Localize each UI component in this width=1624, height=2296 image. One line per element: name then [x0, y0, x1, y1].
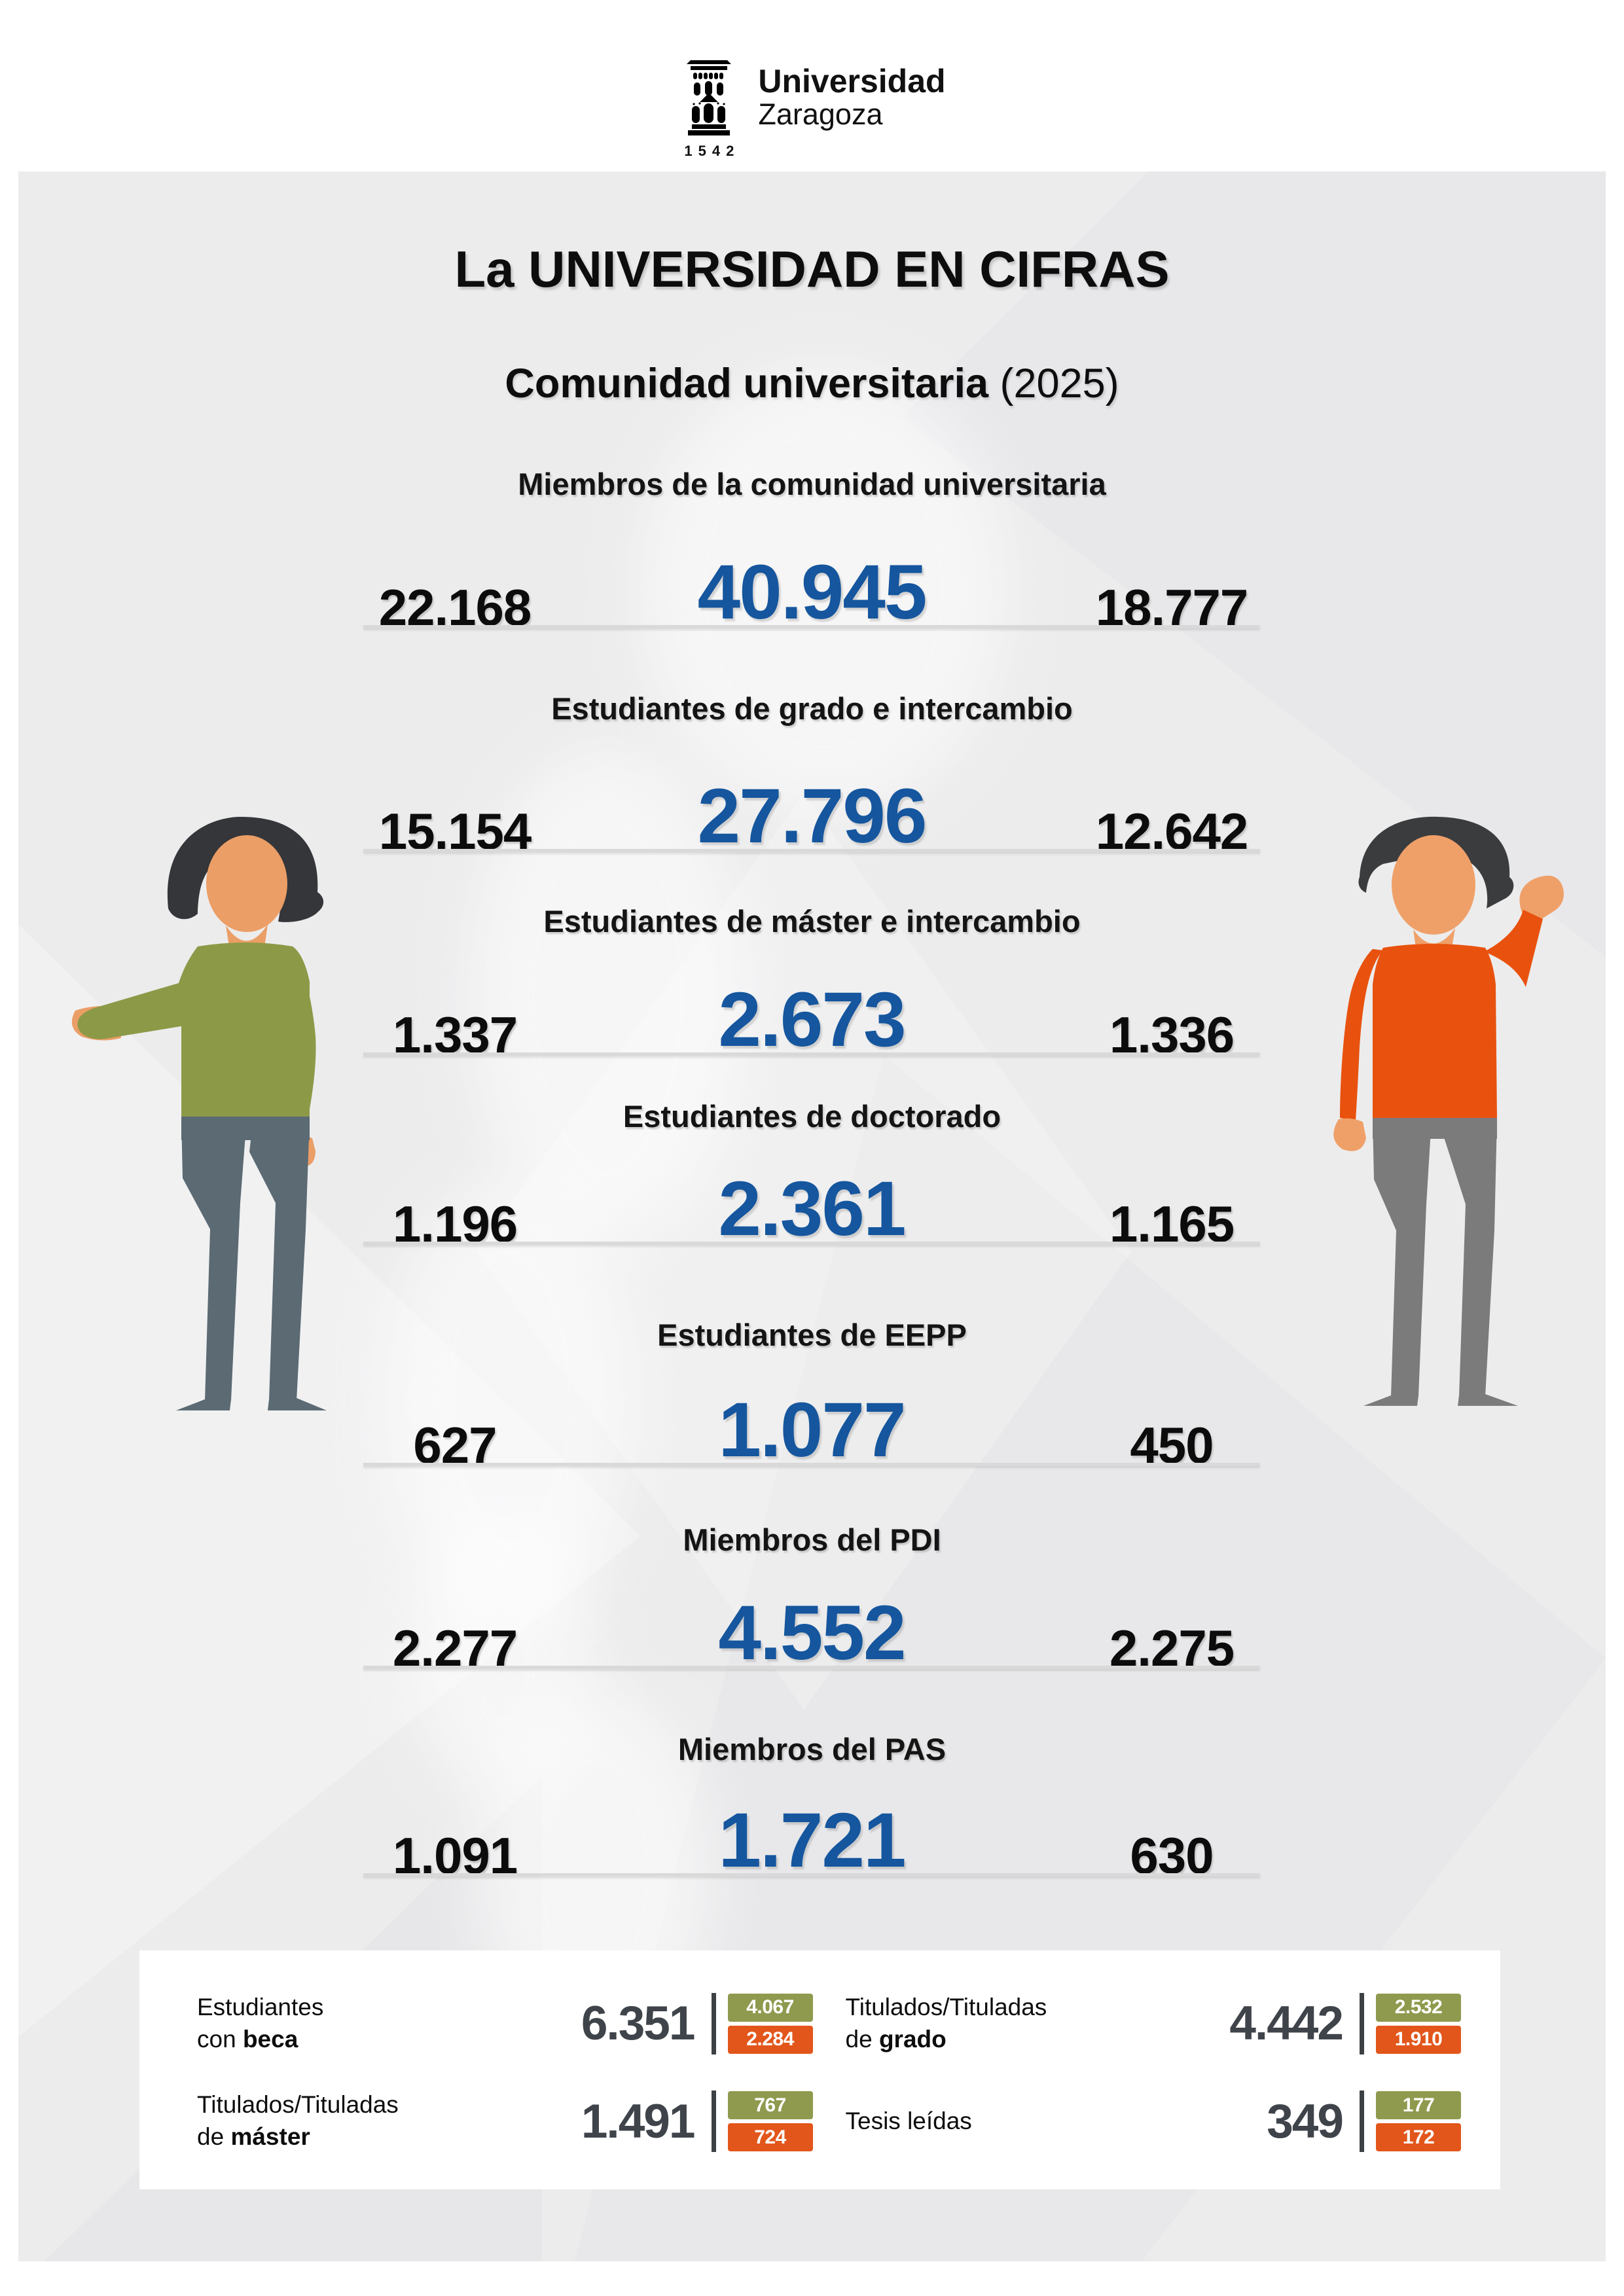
- logo-city: Zaragoza: [758, 98, 883, 131]
- total-value: 27.796: [697, 773, 928, 859]
- left-value: 22.168: [378, 579, 532, 636]
- subtitle-text: Comunidad universitaria: [505, 361, 989, 406]
- logo-name: Universidad: [758, 63, 946, 99]
- right-value: 18.777: [1095, 579, 1249, 636]
- section-title: Estudiantes de máster e intercambio: [543, 904, 1081, 939]
- right-value: 450: [1130, 1416, 1214, 1474]
- stat-label: Tesis leídas: [846, 2106, 1108, 2138]
- section-title: Estudiantes de grado e intercambio: [551, 691, 1073, 726]
- total-value: 4.552: [718, 1590, 906, 1676]
- stat-breakdown: 4.067 2.284: [727, 1993, 813, 2054]
- stat-divider-bar: [1360, 2090, 1364, 2153]
- subtitle-year: (2025): [1000, 361, 1119, 406]
- women-count-badge: 4.067: [727, 1993, 813, 2022]
- total-value: 40.945: [697, 549, 928, 636]
- university-logo: 1542 Universidad Zaragoza: [0, 60, 1624, 160]
- section-numbers: 1.091 1.721 630: [18, 1797, 1606, 1884]
- stat-label-line1: Titulados/Tituladas: [845, 1993, 1047, 2020]
- stat-label: Estudiantes con beca: [197, 1992, 459, 2056]
- stat-graduates-master: Titulados/Tituladas de máster 1.491 767 …: [197, 2076, 813, 2168]
- page-title: La UNIVERSIDAD EN CIFRAS: [454, 240, 1170, 298]
- right-value: 630: [1130, 1827, 1214, 1884]
- men-count-badge: 172: [1376, 2123, 1461, 2152]
- stat-label-line2-bold: beca: [242, 2025, 298, 2053]
- woman-illustration: [71, 817, 327, 1410]
- left-value: 1.091: [392, 1827, 518, 1884]
- building-icon: [687, 60, 732, 135]
- stat-label-line2-bold: máster: [230, 2123, 310, 2151]
- divider-line: [363, 1873, 1260, 1876]
- men-count-badge: 724: [727, 2123, 813, 2152]
- stat-total: 6.351: [581, 1997, 696, 2051]
- stat-label-line2-bold: grado: [878, 2025, 947, 2053]
- stat-label-line2: de: [197, 2123, 231, 2151]
- stat-total: 1.491: [581, 2094, 696, 2148]
- total-value: 2.673: [718, 977, 906, 1063]
- stat-label-line2: de: [845, 2025, 879, 2053]
- women-count-badge: 177: [1376, 2091, 1461, 2120]
- total-value: 1.721: [718, 1797, 906, 1884]
- divider-line: [363, 849, 1260, 852]
- logo-wordmark: Universidad Zaragoza: [758, 60, 945, 131]
- divider-line: [363, 1666, 1260, 1669]
- section-title: Miembros de la comunidad universitaria: [518, 467, 1106, 501]
- section-numbers: 627 1.077 450: [18, 1387, 1606, 1474]
- stat-total: 349: [1267, 2094, 1344, 2148]
- stat-breakdown: 177 172: [1376, 2091, 1461, 2152]
- stat-label-line2: con: [197, 2025, 243, 2053]
- stat-graduates-degree: Titulados/Tituladas de grado 4.442 2.532…: [846, 1978, 1461, 2070]
- women-count-badge: 2.532: [1376, 1993, 1461, 2022]
- stat-theses-read: Tesis leídas 349 177 172: [846, 2076, 1461, 2168]
- divider-line: [363, 1463, 1260, 1466]
- stat-label-line1: Tesis leídas: [845, 2107, 972, 2134]
- infographic-panel: La UNIVERSIDAD EN CIFRAS Comunidad unive…: [18, 171, 1606, 2261]
- stat-label-line1: Titulados/Tituladas: [197, 2091, 399, 2119]
- man-illustration: [1333, 816, 1564, 1406]
- divider-line: [363, 1052, 1260, 1056]
- footer-stats-box: Estudiantes con beca 6.351 4.067 2.284 T…: [139, 1950, 1500, 2189]
- left-value: 1.196: [392, 1195, 518, 1253]
- total-value: 1.077: [718, 1387, 906, 1473]
- section-numbers: 2.277 4.552 2.275: [18, 1590, 1606, 1677]
- total-value: 2.361: [718, 1166, 906, 1252]
- section-title: Estudiantes de EEPP: [657, 1318, 967, 1352]
- left-value: 1.337: [392, 1006, 518, 1064]
- page-subtitle: Comunidad universitaria (2025): [18, 360, 1606, 407]
- divider-line: [363, 625, 1260, 628]
- divider-line: [363, 1242, 1260, 1245]
- men-count-badge: 1.910: [1376, 2025, 1461, 2054]
- right-value: 12.642: [1095, 802, 1249, 860]
- stat-label-line1: Estudiantes: [197, 1993, 324, 2020]
- stat-total: 4.442: [1229, 1997, 1344, 2051]
- left-value: 15.154: [378, 802, 532, 860]
- university-logo-icon: 1542: [678, 60, 740, 160]
- stat-divider-bar: [711, 1992, 716, 2054]
- section-title: Miembros del PAS: [677, 1732, 947, 1767]
- stat-students-with-grant: Estudiantes con beca 6.351 4.067 2.284: [197, 1978, 813, 2070]
- right-value: 2.275: [1109, 1619, 1235, 1677]
- stat-divider-bar: [1360, 1992, 1364, 2054]
- section-title: Estudiantes de doctorado: [623, 1099, 1001, 1134]
- men-count-badge: 2.284: [727, 2025, 813, 2054]
- right-value: 1.336: [1109, 1006, 1235, 1064]
- women-count-badge: 767: [727, 2091, 813, 2120]
- logo-founding-year: 1542: [684, 143, 740, 159]
- stat-label: Titulados/Tituladas de máster: [197, 2089, 459, 2153]
- right-value: 1.165: [1109, 1195, 1235, 1253]
- section-numbers: 22.168 40.945 18.777: [18, 549, 1606, 636]
- left-value: 627: [413, 1416, 497, 1474]
- section-title: Miembros del PDI: [683, 1522, 941, 1557]
- stat-breakdown: 767 724: [727, 2091, 813, 2152]
- stat-label: Titulados/Tituladas de grado: [846, 1992, 1108, 2056]
- left-value: 2.277: [392, 1619, 518, 1677]
- stat-breakdown: 2.532 1.910: [1376, 1993, 1461, 2054]
- stat-divider-bar: [711, 2090, 716, 2153]
